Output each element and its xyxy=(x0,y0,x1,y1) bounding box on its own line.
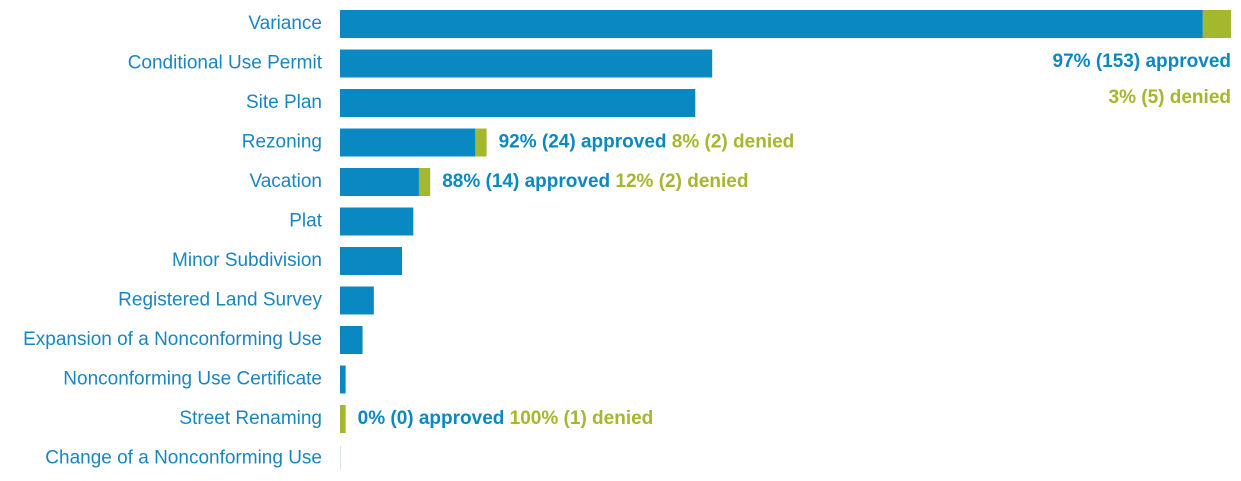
category-label: Vacation xyxy=(249,171,322,192)
bar-segment xyxy=(340,89,696,117)
category-label: Plat xyxy=(289,211,322,232)
category-label: Expansion of a Nonconforming Use xyxy=(23,329,322,350)
category-label: Change of a Nonconforming Use xyxy=(45,448,322,469)
bar-segment xyxy=(1202,10,1231,38)
category-label: Site Plan xyxy=(246,92,322,113)
value-label: 88% (14) approved 12% (2) denied xyxy=(442,171,748,192)
category-label: Nonconforming Use Certificate xyxy=(63,369,322,390)
bar-segment xyxy=(340,207,414,236)
bar-segment xyxy=(418,168,431,196)
value-label: 0% (0) approved 100% (1) denied xyxy=(358,408,654,429)
value-label-part: 0% (0) approved xyxy=(358,408,505,429)
bar-segment xyxy=(475,128,487,157)
bar-segment xyxy=(340,168,419,196)
bar-segment xyxy=(340,49,713,78)
category-label: Rezoning xyxy=(242,132,322,153)
value-label-part: 12% (2) denied xyxy=(615,171,748,192)
value-label: 92% (24) approved 8% (2) denied xyxy=(499,132,795,153)
category-label: Registered Land Survey xyxy=(118,290,322,311)
bar-segment xyxy=(340,10,1203,38)
value-label-part: 92% (24) approved xyxy=(499,132,667,153)
category-label: Street Renaming xyxy=(179,408,322,429)
bar-segment xyxy=(340,326,363,354)
bar-segment xyxy=(340,365,346,394)
category-label: Variance xyxy=(248,13,322,34)
value-label-part: 88% (14) approved xyxy=(442,171,610,192)
bar-segment xyxy=(340,286,374,315)
category-label: Minor Subdivision xyxy=(172,250,322,271)
value-label-part: 8% (2) denied xyxy=(672,132,794,153)
bar-segment xyxy=(340,128,476,157)
bar-segment xyxy=(340,247,403,275)
bar-segment xyxy=(340,405,346,433)
value-label: 3% (5) denied xyxy=(1109,87,1231,108)
value-label-part: 100% (1) denied xyxy=(510,408,654,429)
category-label: Conditional Use Permit xyxy=(128,53,323,74)
value-label: 97% (153) approved xyxy=(1053,51,1231,72)
